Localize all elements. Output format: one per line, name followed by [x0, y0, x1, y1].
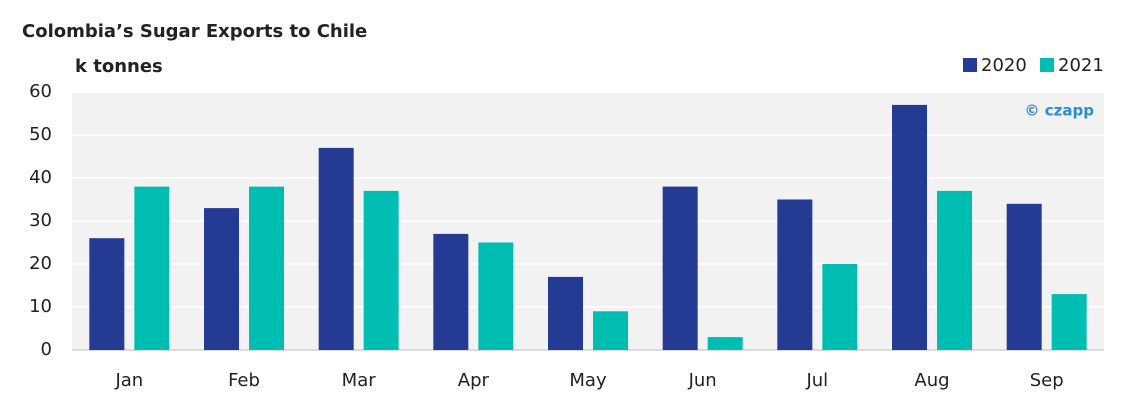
- y-axis-label: k tonnes: [75, 56, 163, 77]
- y-tick-label: 30: [29, 210, 52, 231]
- y-tick-label: 0: [41, 339, 52, 360]
- chart-title: Colombia’s Sugar Exports to Chile: [22, 21, 367, 42]
- bar: [318, 147, 354, 350]
- bar: [1006, 203, 1042, 350]
- bar: [204, 208, 239, 350]
- y-tick-label: 40: [29, 167, 52, 188]
- bar: [662, 186, 698, 350]
- bar: [593, 311, 628, 350]
- watermark: © czapp: [1025, 102, 1095, 120]
- bar: [937, 190, 972, 350]
- x-tick-label: Sep: [1030, 370, 1064, 391]
- x-tick-label: Jun: [688, 370, 717, 391]
- bar: [777, 199, 813, 350]
- bar: [478, 242, 514, 350]
- legend-label: 2021: [1058, 55, 1104, 76]
- legend-swatch: [963, 58, 977, 72]
- bar: [249, 186, 284, 350]
- legend-label: 2020: [981, 55, 1027, 76]
- bar: [433, 233, 469, 350]
- x-tick-label: May: [569, 370, 607, 391]
- bar: [548, 276, 583, 350]
- bar: [363, 190, 399, 350]
- x-tick-label: Mar: [342, 370, 377, 391]
- y-tick-label: 60: [29, 81, 52, 102]
- bar: [134, 186, 170, 350]
- y-tick-label: 50: [29, 124, 52, 145]
- x-tick-label: Jan: [114, 370, 143, 391]
- x-tick-label: Jul: [805, 370, 828, 391]
- bar: [822, 264, 858, 350]
- bar: [892, 104, 927, 351]
- x-tick-label: Feb: [228, 370, 260, 391]
- x-tick-label: Apr: [458, 370, 490, 391]
- y-tick-label: 10: [29, 296, 52, 317]
- y-tick-label: 20: [29, 253, 52, 274]
- bar: [707, 337, 743, 350]
- bar: [1051, 294, 1087, 350]
- x-tick-label: Aug: [914, 370, 949, 391]
- legend-swatch: [1040, 58, 1054, 72]
- bar: [89, 238, 125, 350]
